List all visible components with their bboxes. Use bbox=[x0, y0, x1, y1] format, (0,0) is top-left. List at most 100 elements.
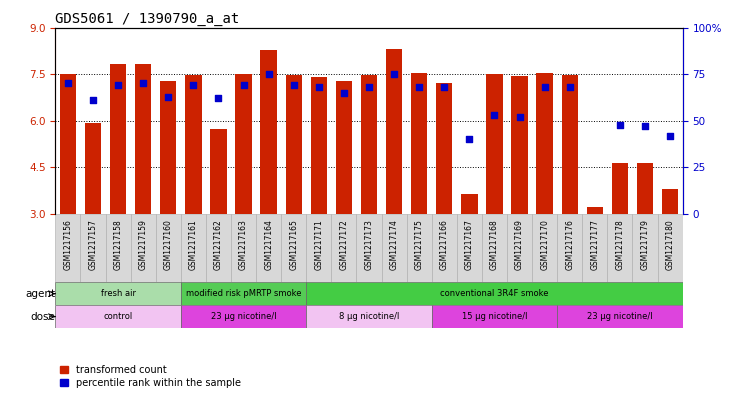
Bar bbox=[386, 49, 402, 214]
Text: GSM1217180: GSM1217180 bbox=[666, 220, 675, 270]
Bar bbox=[281, 214, 306, 282]
Point bbox=[413, 84, 425, 90]
Point bbox=[137, 80, 149, 86]
Point bbox=[313, 84, 325, 90]
Point bbox=[614, 121, 626, 128]
Bar bbox=[637, 163, 653, 214]
Bar bbox=[286, 75, 302, 214]
Bar bbox=[361, 75, 377, 214]
Bar bbox=[407, 214, 432, 282]
Bar bbox=[336, 81, 352, 214]
Bar bbox=[562, 75, 578, 214]
Bar bbox=[256, 214, 281, 282]
Bar bbox=[185, 75, 201, 214]
Bar bbox=[110, 64, 126, 214]
Bar bbox=[206, 214, 231, 282]
Bar bbox=[607, 214, 632, 282]
Bar bbox=[632, 214, 658, 282]
Text: GSM1217160: GSM1217160 bbox=[164, 220, 173, 270]
Bar bbox=[557, 214, 582, 282]
Bar bbox=[311, 77, 327, 214]
Bar bbox=[106, 214, 131, 282]
Point bbox=[363, 84, 375, 90]
Text: GSM1217157: GSM1217157 bbox=[89, 220, 97, 270]
Bar bbox=[457, 214, 482, 282]
Text: GSM1217166: GSM1217166 bbox=[440, 220, 449, 270]
Bar bbox=[537, 73, 553, 214]
Point bbox=[238, 82, 249, 88]
Point bbox=[489, 112, 500, 118]
Point bbox=[87, 97, 99, 103]
Text: GSM1217175: GSM1217175 bbox=[415, 220, 424, 270]
Text: GSM1217170: GSM1217170 bbox=[540, 220, 549, 270]
Legend: transformed count, percentile rank within the sample: transformed count, percentile rank withi… bbox=[61, 365, 241, 388]
Point bbox=[438, 84, 450, 90]
Bar bbox=[612, 163, 628, 214]
Text: GSM1217179: GSM1217179 bbox=[641, 220, 649, 270]
Bar bbox=[587, 207, 603, 214]
Bar bbox=[80, 214, 106, 282]
Text: GSM1217176: GSM1217176 bbox=[565, 220, 574, 270]
Text: GSM1217169: GSM1217169 bbox=[515, 220, 524, 270]
Point bbox=[62, 80, 74, 86]
Bar bbox=[135, 64, 151, 214]
Point bbox=[514, 114, 525, 120]
Text: GSM1217174: GSM1217174 bbox=[390, 220, 399, 270]
Bar bbox=[432, 214, 457, 282]
Text: dose: dose bbox=[30, 312, 55, 322]
Bar bbox=[432, 305, 557, 328]
Bar bbox=[382, 214, 407, 282]
Text: 23 μg nicotine/l: 23 μg nicotine/l bbox=[587, 312, 652, 321]
Text: GSM1217163: GSM1217163 bbox=[239, 220, 248, 270]
Text: 23 μg nicotine/l: 23 μg nicotine/l bbox=[211, 312, 276, 321]
Point bbox=[213, 95, 224, 101]
Bar bbox=[181, 282, 306, 305]
Point bbox=[288, 82, 300, 88]
Bar bbox=[181, 214, 206, 282]
Bar bbox=[131, 214, 156, 282]
Text: 15 μg nicotine/l: 15 μg nicotine/l bbox=[462, 312, 527, 321]
Point bbox=[388, 71, 400, 77]
Bar bbox=[235, 73, 252, 214]
Bar bbox=[306, 214, 331, 282]
Point bbox=[187, 82, 199, 88]
Text: control: control bbox=[103, 312, 133, 321]
Bar bbox=[156, 214, 181, 282]
Bar bbox=[482, 214, 507, 282]
Text: GSM1217164: GSM1217164 bbox=[264, 220, 273, 270]
Bar bbox=[55, 282, 181, 305]
Text: GSM1217178: GSM1217178 bbox=[615, 220, 624, 270]
Text: GDS5061 / 1390790_a_at: GDS5061 / 1390790_a_at bbox=[55, 13, 240, 26]
Text: fresh air: fresh air bbox=[100, 289, 136, 298]
Bar bbox=[55, 305, 181, 328]
Bar bbox=[662, 189, 678, 214]
Bar bbox=[181, 305, 306, 328]
Bar bbox=[210, 129, 227, 214]
Bar bbox=[511, 76, 528, 214]
Bar bbox=[231, 214, 256, 282]
Text: GSM1217165: GSM1217165 bbox=[289, 220, 298, 270]
Bar bbox=[306, 282, 683, 305]
Bar bbox=[85, 123, 101, 214]
Text: GSM1217171: GSM1217171 bbox=[314, 220, 323, 270]
Bar bbox=[436, 83, 452, 214]
Bar bbox=[532, 214, 557, 282]
Text: conventional 3R4F smoke: conventional 3R4F smoke bbox=[440, 289, 549, 298]
Point bbox=[338, 90, 350, 96]
Bar bbox=[160, 81, 176, 214]
Bar bbox=[557, 305, 683, 328]
Text: GSM1217158: GSM1217158 bbox=[114, 220, 123, 270]
Text: GSM1217172: GSM1217172 bbox=[339, 220, 348, 270]
Bar bbox=[261, 50, 277, 214]
Point bbox=[564, 84, 576, 90]
Text: GSM1217159: GSM1217159 bbox=[139, 220, 148, 270]
Text: GSM1217156: GSM1217156 bbox=[63, 220, 72, 270]
Bar bbox=[658, 214, 683, 282]
Point bbox=[539, 84, 551, 90]
Bar bbox=[331, 214, 356, 282]
Text: GSM1217173: GSM1217173 bbox=[365, 220, 373, 270]
Text: GSM1217168: GSM1217168 bbox=[490, 220, 499, 270]
Text: modified risk pMRTP smoke: modified risk pMRTP smoke bbox=[186, 289, 301, 298]
Text: agent: agent bbox=[25, 289, 55, 299]
Bar bbox=[60, 73, 76, 214]
